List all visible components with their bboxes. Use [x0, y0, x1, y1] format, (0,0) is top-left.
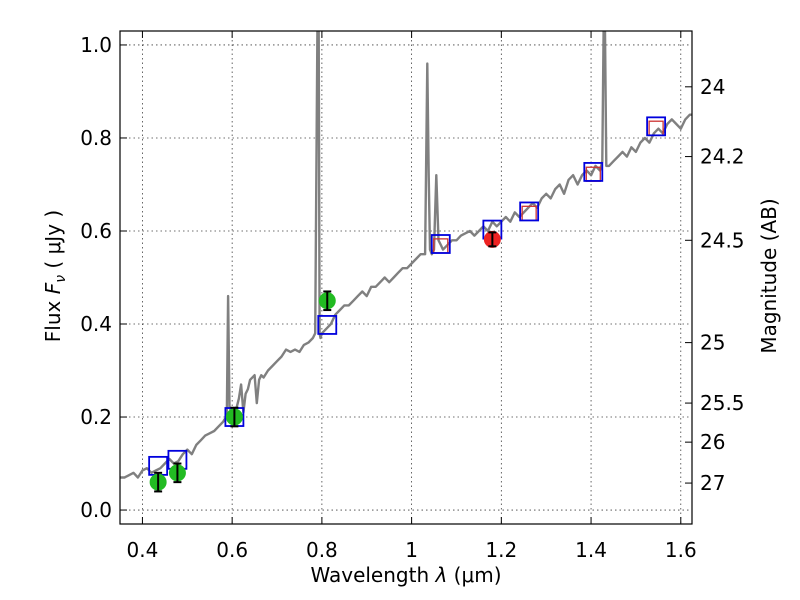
x-tick-label: 1.2 [485, 538, 517, 562]
y2-tick-label: 24.5 [700, 228, 745, 252]
model-photometry-marker [519, 201, 540, 222]
y-tick-label: 0.0 [80, 498, 112, 522]
y-tick-label: 0.2 [80, 405, 112, 429]
y2-tick-label: 25.5 [700, 391, 745, 415]
ticks: 0.4 0.6 0.8 1 1.2 1.4 1.6 0.0 0.2 0.4 0.6 0.8 1.0 24 2… [80, 31, 745, 562]
y2-tick-label: 27 [700, 471, 725, 495]
y-axis-label: Flux Fν ( μJy ) [41, 210, 69, 342]
model-photometry-marker [583, 162, 604, 182]
y2-tick-label: 24 [700, 75, 725, 99]
y2-axis-label: Magnitude (AB) [757, 198, 781, 353]
model-photometry-marker [317, 315, 338, 335]
plot-area [120, 31, 692, 493]
y-tick-label: 0.8 [80, 126, 112, 150]
model-photometry-marker [646, 116, 667, 137]
y2-tick-label: 24.2 [700, 145, 745, 169]
x-tick-label: 0.4 [127, 538, 159, 562]
y-tick-label: 0.4 [80, 312, 112, 336]
y-tick-label: 0.6 [80, 219, 112, 243]
y-tick-label: 1.0 [80, 33, 112, 57]
y2-tick-label: 26 [700, 430, 725, 454]
x-tick-label: 0.8 [306, 538, 338, 562]
x-tick-label: 1.4 [575, 538, 607, 562]
y2-tick-label: 25 [700, 331, 725, 355]
x-tick-label: 1 [405, 538, 418, 562]
data-layer [120, 31, 692, 493]
x-axis-label: Wavelength λ (μm) [310, 563, 501, 587]
plot-frame [119, 30, 693, 525]
grid-lines [120, 31, 692, 524]
x-tick-label: 0.6 [216, 538, 248, 562]
model-photometry-marker [430, 234, 451, 254]
x-tick-label: 1.6 [665, 538, 697, 562]
